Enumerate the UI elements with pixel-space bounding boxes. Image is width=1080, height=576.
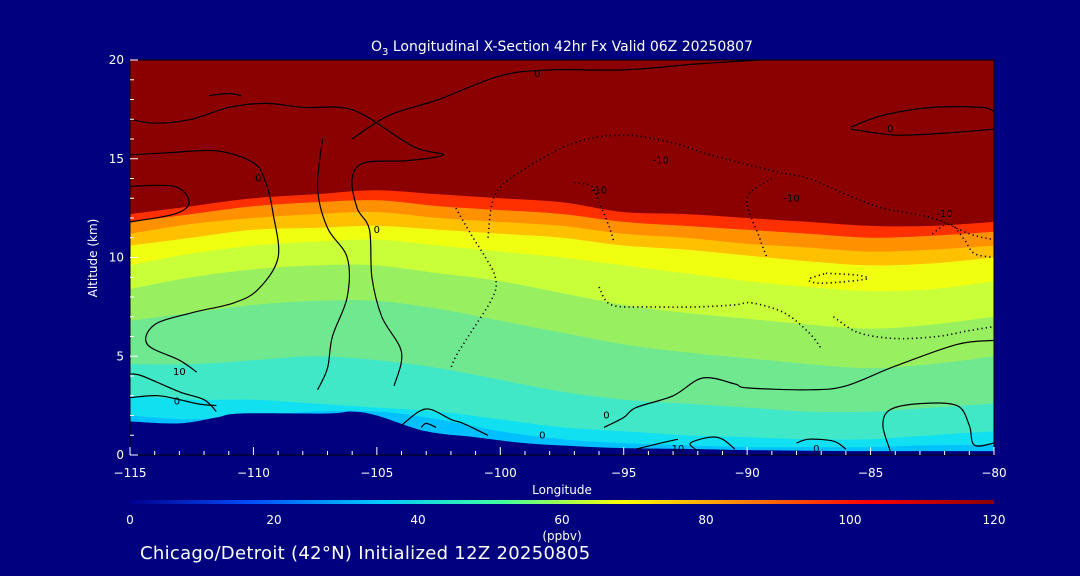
contour-line xyxy=(401,408,489,436)
x-tick-label: −105 xyxy=(360,466,393,480)
contour-line xyxy=(598,286,822,349)
contour-line xyxy=(807,272,869,285)
contour-label: -10 xyxy=(936,209,952,220)
contour-line xyxy=(635,438,679,450)
chart-title: O3 Longitudinal X-Section 42hr Fx Valid … xyxy=(371,39,753,58)
contour-label: 0 xyxy=(255,174,261,185)
colorbar: 0 20 40 60 80 100 120 (ppbv) xyxy=(126,500,1005,543)
contour-label: 0 xyxy=(813,444,819,455)
x-tick-label: −115 xyxy=(114,466,147,480)
contour-line xyxy=(130,184,190,223)
contour-label: -10 xyxy=(653,156,669,167)
y-tick-label: 20 xyxy=(109,53,124,67)
contour-label: 0 xyxy=(539,430,545,441)
contour-line xyxy=(130,102,445,387)
colorbar-tick-label: 40 xyxy=(410,513,425,527)
y-tick-label: 10 xyxy=(109,251,124,265)
contour-line xyxy=(316,138,350,391)
plot-area: 0 0 0 10 0 -10 -10 -10 -10 0 0 0 0 10 0 xyxy=(130,60,1012,455)
colorbar-tick-label: 60 xyxy=(554,513,569,527)
contour-lines xyxy=(130,60,994,452)
contour-label: -10 xyxy=(591,185,607,196)
x-axis: −115 −110 −105 −100 −95 −90 −85 −80 xyxy=(114,447,1007,480)
contour-label: 0 xyxy=(174,397,180,408)
contour-label: 0 xyxy=(374,225,380,236)
y-tick-label: 0 xyxy=(116,448,124,462)
x-tick-label: −90 xyxy=(734,466,759,480)
contour-line xyxy=(833,316,994,340)
contour-line xyxy=(603,339,994,428)
colorbar-tick-label: 0 xyxy=(126,513,134,527)
contour-label: 10 xyxy=(173,367,186,378)
colorbar-tick-label: 20 xyxy=(266,513,281,527)
contour-line xyxy=(420,422,437,428)
contour-line xyxy=(574,181,615,242)
contour-line xyxy=(130,373,217,413)
contour-line xyxy=(689,436,736,452)
contour-label: 0 xyxy=(603,411,609,422)
contour-line xyxy=(130,149,280,373)
contour-line xyxy=(850,128,994,136)
x-tick-label: −85 xyxy=(858,466,883,480)
colorbar-label: (ppbv) xyxy=(542,529,581,543)
contour-label: -10 xyxy=(783,193,799,204)
colorbar-tick-label: 100 xyxy=(839,513,862,527)
y-axis-label: Altitude (km) xyxy=(86,219,100,298)
concentration-layers xyxy=(130,60,994,455)
y-tick-label: 5 xyxy=(116,349,124,363)
x-tick-label: −80 xyxy=(981,466,1006,480)
contour-label: 0 xyxy=(887,124,893,135)
colorbar-ticks: 0 20 40 60 80 100 120 xyxy=(126,513,1005,527)
y-axis: 0 5 10 15 20 xyxy=(109,53,138,462)
contour-line xyxy=(850,106,994,128)
contour-line xyxy=(208,92,242,97)
y-tick-label: 15 xyxy=(109,152,124,166)
x-tick-label: −100 xyxy=(484,466,517,480)
terrain xyxy=(130,411,994,455)
contour-label: 10 xyxy=(672,444,685,455)
x-tick-label: −110 xyxy=(237,466,270,480)
contour-label: 0 xyxy=(1006,339,1012,350)
contour-line xyxy=(450,207,498,369)
terrain-layer xyxy=(130,411,994,455)
contour-line xyxy=(882,402,994,452)
colorbar-strip xyxy=(130,500,994,504)
contour-line xyxy=(487,134,994,241)
contour-line xyxy=(130,394,217,407)
contour-line xyxy=(796,438,847,450)
x-tick-label: −95 xyxy=(611,466,636,480)
contour-labels: 0 0 0 10 0 -10 -10 -10 -10 0 0 0 0 10 0 xyxy=(173,69,1012,455)
colorbar-tick-label: 120 xyxy=(983,513,1006,527)
x-axis-label: Longitude xyxy=(532,483,592,497)
contour-line xyxy=(351,60,760,140)
footer-caption: Chicago/Detroit (42°N) Initialized 12Z 2… xyxy=(140,543,591,564)
colorbar-tick-label: 80 xyxy=(698,513,713,527)
contour-label: 0 xyxy=(534,69,540,80)
